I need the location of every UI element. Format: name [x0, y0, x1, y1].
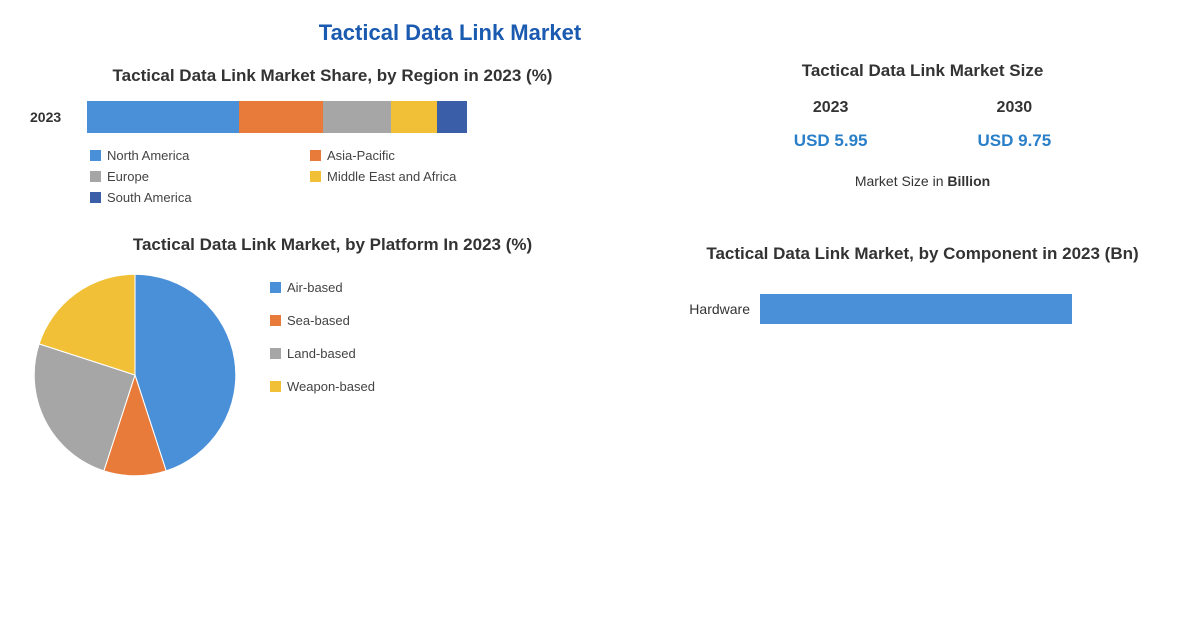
main-title: Tactical Data Link Market — [0, 20, 1200, 46]
region-share-chart: Tactical Data Link Market Share, by Regi… — [30, 66, 635, 205]
stacked-segment — [87, 101, 239, 133]
legend-label: South America — [107, 190, 192, 205]
size-value-left: USD 5.95 — [794, 131, 868, 151]
platform-legend: Air-based Sea-based Land-based Weapon-based — [270, 280, 375, 394]
pie-svg — [30, 270, 240, 480]
stacked-year-label: 2023 — [30, 109, 75, 125]
stacked-segment — [391, 101, 437, 133]
legend-swatch — [270, 348, 281, 359]
component-bar-fill — [760, 294, 1072, 324]
component-title: Tactical Data Link Market, by Component … — [675, 244, 1170, 264]
legend-swatch — [90, 171, 101, 182]
market-size-title: Tactical Data Link Market Size — [675, 61, 1170, 81]
legend-label: Asia-Pacific — [327, 148, 395, 163]
legend-swatch — [90, 150, 101, 161]
market-size-row: 2023 USD 5.95 2030 USD 9.75 — [675, 99, 1170, 151]
legend-label: Weapon-based — [287, 379, 375, 394]
component-rows: Hardware — [675, 294, 1170, 324]
legend-label: Sea-based — [287, 313, 350, 328]
size-year-right: 2030 — [978, 99, 1052, 117]
stacked-segment — [239, 101, 323, 133]
legend-label: Middle East and Africa — [327, 169, 456, 184]
legend-swatch — [270, 381, 281, 392]
legend-swatch — [310, 171, 321, 182]
legend-swatch — [90, 192, 101, 203]
legend-item: Europe — [90, 169, 290, 184]
layout-container: Tactical Data Link Market Share, by Regi… — [0, 46, 1200, 490]
legend-swatch — [270, 315, 281, 326]
platform-pie-chart: Tactical Data Link Market, by Platform I… — [30, 235, 635, 480]
stacked-segment — [323, 101, 391, 133]
size-unit-prefix: Market Size in — [855, 173, 948, 189]
legend-item: Air-based — [270, 280, 375, 295]
legend-label: North America — [107, 148, 189, 163]
legend-item: Middle East and Africa — [310, 169, 510, 184]
size-unit-bold: Billion — [947, 173, 990, 189]
legend-item: Weapon-based — [270, 379, 375, 394]
legend-label: Land-based — [287, 346, 356, 361]
stacked-segment — [437, 101, 467, 133]
market-size-2030: 2030 USD 9.75 — [978, 99, 1052, 151]
legend-item: Land-based — [270, 346, 375, 361]
component-label: Hardware — [675, 301, 750, 317]
legend-item: South America — [90, 190, 290, 205]
legend-item: Asia-Pacific — [310, 148, 510, 163]
legend-item: North America — [90, 148, 290, 163]
legend-label: Air-based — [287, 280, 343, 295]
market-size-2023: 2023 USD 5.95 — [794, 99, 868, 151]
component-bar-track — [760, 294, 1170, 324]
region-legend: North America Asia-Pacific Europe Middle Ea… — [90, 148, 510, 205]
size-value-right: USD 9.75 — [978, 131, 1052, 151]
market-size-unit: Market Size in Billion — [675, 173, 1170, 189]
legend-item: Sea-based — [270, 313, 375, 328]
component-row: Hardware — [675, 294, 1170, 324]
component-bar-chart: Tactical Data Link Market, by Component … — [675, 244, 1170, 324]
pie-row: Air-based Sea-based Land-based Weapon-based — [30, 270, 635, 480]
stacked-bar-row: 2023 — [30, 101, 635, 133]
right-column: Tactical Data Link Market Size 2023 USD … — [675, 56, 1170, 480]
legend-label: Europe — [107, 169, 149, 184]
legend-swatch — [310, 150, 321, 161]
market-size-panel: Tactical Data Link Market Size 2023 USD … — [675, 61, 1170, 189]
size-year-left: 2023 — [794, 99, 868, 117]
left-column: Tactical Data Link Market Share, by Regi… — [30, 56, 635, 480]
region-share-title: Tactical Data Link Market Share, by Regi… — [30, 66, 635, 86]
stacked-bar — [87, 101, 467, 133]
legend-swatch — [270, 282, 281, 293]
platform-pie-title: Tactical Data Link Market, by Platform I… — [30, 235, 635, 255]
